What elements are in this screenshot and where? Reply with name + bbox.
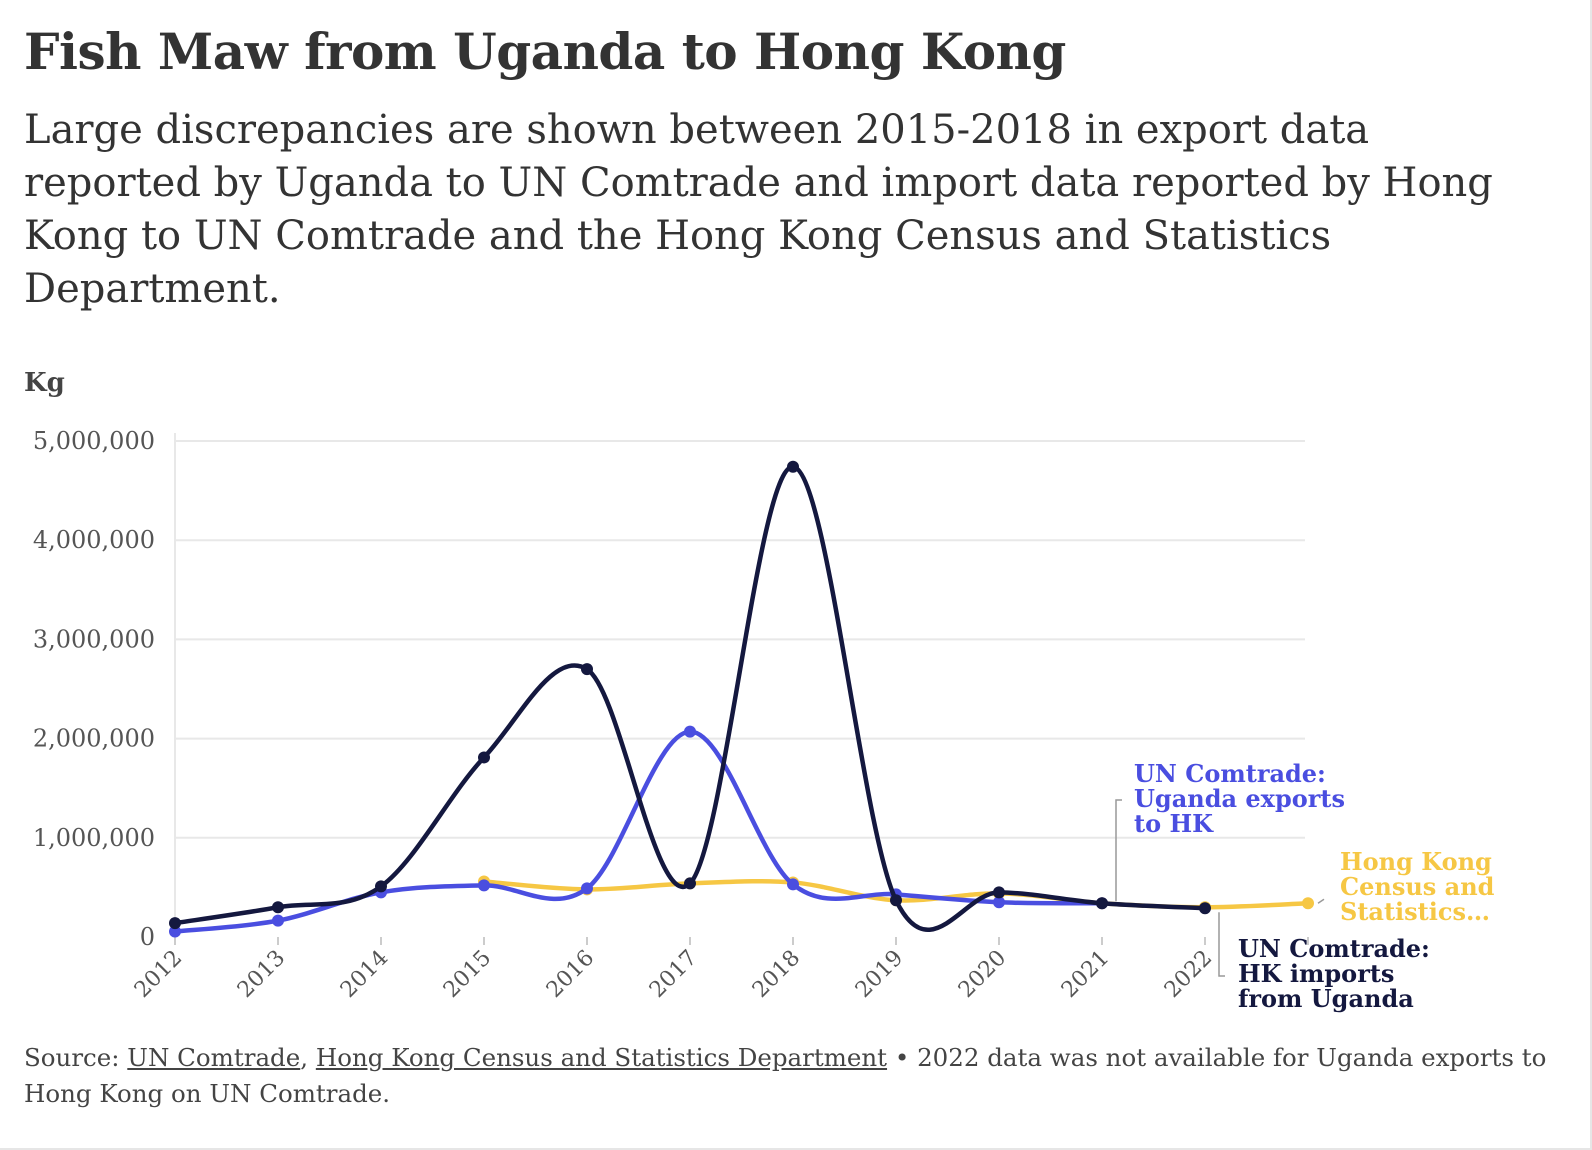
chart-title: Fish Maw from Uganda to Hong Kong — [24, 22, 1066, 81]
data-point-uganda_exports — [581, 882, 593, 895]
data-point-hk_imports — [1096, 897, 1108, 910]
data-point-uganda_exports — [478, 879, 490, 892]
x-tick-label: 2013 — [233, 946, 290, 1003]
data-point-hk_imports — [684, 877, 696, 890]
series-line-uganda_exports — [174, 729, 1103, 934]
y-tick-label: 4,000,000 — [33, 526, 155, 554]
data-point-hk_imports — [272, 901, 284, 914]
label-connector — [1317, 898, 1325, 904]
label-connector — [1218, 912, 1225, 977]
source-separator: , — [300, 1043, 316, 1072]
y-tick-label: 5,000,000 — [33, 427, 155, 455]
x-tick-label: 2016 — [542, 946, 599, 1003]
data-point-hk_imports — [993, 886, 1005, 899]
data-point-uganda_exports — [684, 725, 696, 738]
source-prefix: Source: — [24, 1043, 128, 1072]
y-tick-label: 3,000,000 — [33, 625, 155, 653]
data-point-uganda_exports — [169, 925, 181, 938]
series-label-hk_imports: HK imports — [1238, 959, 1394, 988]
x-tick-label: 2019 — [851, 946, 908, 1003]
x-tick-label: 2014 — [336, 946, 393, 1003]
series-hk_imports — [169, 460, 1211, 932]
x-tick-label: 2015 — [439, 946, 496, 1003]
y-tick-label: 0 — [140, 923, 155, 951]
series-label-uganda_exports: Uganda exports — [1134, 784, 1345, 813]
data-point-uganda_exports — [787, 878, 799, 891]
data-point-hk_imports — [581, 663, 593, 676]
data-point-uganda_exports — [993, 896, 1005, 909]
x-tick-label: 2017 — [645, 946, 702, 1003]
x-tick-label: 2022 — [1160, 946, 1217, 1003]
series-label-hk_imports: UN Comtrade: — [1238, 934, 1430, 963]
line-chart: 0 1,000,000 2,000,000 3,000,000 4,000,000 5,0… — [33, 427, 1495, 1013]
series-label-hk_census: Hong Kong — [1340, 847, 1492, 876]
data-point-hk_imports — [169, 917, 181, 930]
data-point-hk_imports — [890, 894, 902, 907]
chart-subtitle: Large discrepancies are shown between 20… — [24, 107, 1493, 312]
data-point-hk_imports — [787, 460, 799, 473]
data-point-hk_census — [1302, 897, 1314, 910]
data-point-hk_imports — [375, 880, 387, 893]
series-label-hk_census: Statistics… — [1340, 897, 1490, 926]
data-point-uganda_exports — [272, 914, 284, 927]
source-note: Source: UN Comtrade, Hong Kong Census an… — [24, 1040, 1554, 1112]
x-tick-label: 2018 — [748, 946, 805, 1003]
source-link-hk-census[interactable]: Hong Kong Census and Statistics Departme… — [315, 1043, 888, 1072]
data-point-hk_imports — [1199, 902, 1211, 915]
x-tick-label: 2021 — [1057, 946, 1114, 1003]
series-label-uganda_exports: to HK — [1134, 809, 1214, 838]
series-label-uganda_exports: UN Comtrade: — [1134, 759, 1326, 788]
y-tick-label: 1,000,000 — [33, 824, 155, 852]
x-tick-label: 2012 — [130, 946, 187, 1003]
series-label-hk_imports: from Uganda — [1238, 984, 1414, 1013]
source-link-un-comtrade[interactable]: UN Comtrade — [127, 1043, 301, 1072]
series-line-hk_imports — [174, 464, 1206, 932]
data-point-hk_imports — [478, 751, 490, 764]
x-tick-label: 2020 — [954, 946, 1011, 1003]
y-axis-unit-label: Kg — [24, 368, 65, 398]
label-connector — [1115, 799, 1122, 902]
source-footnote: • 2022 data was not available for Uganda… — [24, 1043, 1547, 1108]
y-tick-label: 2,000,000 — [33, 725, 155, 753]
series-label-hk_census: Census and — [1340, 872, 1495, 901]
